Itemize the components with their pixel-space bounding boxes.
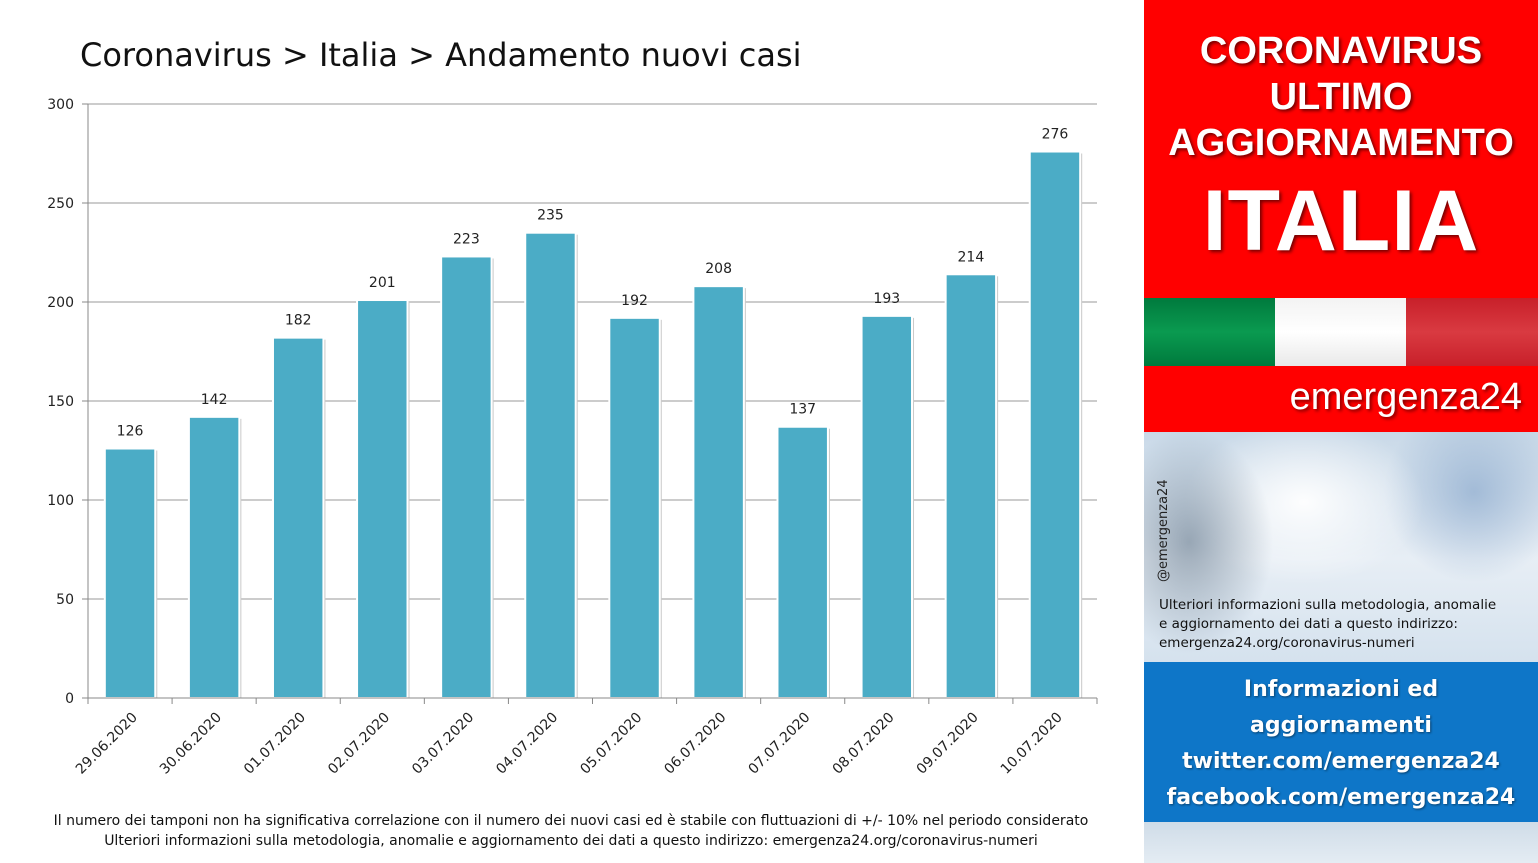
header-line-italia: ITALIA <box>1144 172 1538 271</box>
flag-green-stripe <box>1144 298 1275 366</box>
bar-03.07.2020 <box>441 256 491 698</box>
bar-06.07.2020 <box>693 286 743 698</box>
y-tick-label: 200 <box>47 295 74 311</box>
data-label: 182 <box>285 313 312 329</box>
header-line-aggiornamento: AGGIORNAMENTO <box>1144 122 1538 165</box>
data-label: 223 <box>453 231 480 247</box>
data-label: 214 <box>958 249 985 265</box>
data-label: 192 <box>621 293 648 309</box>
twitter-link[interactable]: twitter.com/emergenza24 <box>1144 744 1538 780</box>
x-tick-label: 08.07.2020 <box>830 710 898 778</box>
bar-04.07.2020 <box>525 233 575 698</box>
info-panel: @emergenza24 Ulteriori informazioni sull… <box>1144 432 1538 662</box>
x-tick-label: 06.07.2020 <box>661 710 729 778</box>
flag-red-stripe <box>1406 298 1538 366</box>
x-tick-label: 09.07.2020 <box>914 710 982 778</box>
social-promo-box: Informazioni ed aggiornamenti twitter.co… <box>1144 662 1538 822</box>
y-tick-label: 150 <box>47 394 74 410</box>
x-tick-label: 29.06.2020 <box>73 710 141 778</box>
y-tick-label: 50 <box>56 592 74 608</box>
flag-white-stripe <box>1275 298 1406 366</box>
bar-02.07.2020 <box>357 300 407 698</box>
bar-09.07.2020 <box>946 274 996 698</box>
x-tick-label: 07.07.2020 <box>746 710 814 778</box>
footnote-line-2: Ulteriori informazioni sulla metodologia… <box>40 831 1102 851</box>
x-tick-label: 05.07.2020 <box>577 710 645 778</box>
data-label: 126 <box>117 424 144 440</box>
bar-10.07.2020 <box>1030 152 1080 698</box>
sidebar: CORONAVIRUS ULTIMO AGGIORNAMENTO ITALIA … <box>1144 0 1538 863</box>
info-line-2: e aggiornamento dei dati a questo indiri… <box>1159 615 1529 634</box>
bottom-strip <box>1144 822 1538 863</box>
info-text: Ulteriori informazioni sulla metodologia… <box>1159 596 1529 653</box>
italian-flag-icon <box>1144 298 1538 366</box>
info-line-3: emergenza24.org/coronavirus-numeri <box>1159 634 1529 653</box>
chart-area: Coronavirus > Italia > Andamento nuovi c… <box>0 0 1142 863</box>
update-header: CORONAVIRUS ULTIMO AGGIORNAMENTO ITALIA <box>1144 0 1538 298</box>
y-tick-label: 100 <box>47 493 74 509</box>
header-line-ultimo: ULTIMO <box>1144 76 1538 119</box>
data-label: 142 <box>201 392 228 408</box>
x-tick-label: 03.07.2020 <box>409 710 477 778</box>
footnote-line-1: Il numero dei tamponi non ha significati… <box>40 811 1102 831</box>
bar-30.06.2020 <box>189 417 239 698</box>
data-label: 276 <box>1042 127 1069 143</box>
y-tick-label: 250 <box>47 196 74 212</box>
bar-chart: 126 142 182 201 223 235 192 208 137 193 214 276 0 50… <box>0 0 1142 800</box>
facebook-link[interactable]: facebook.com/emergenza24 <box>1144 780 1538 816</box>
y-tick-label: 0 <box>65 691 74 707</box>
chart-footnote: Il numero dei tamponi non ha significati… <box>40 811 1102 851</box>
data-label: 208 <box>705 261 732 277</box>
x-tick-label: 02.07.2020 <box>325 710 393 778</box>
header-line-coronavirus: CORONAVIRUS <box>1144 30 1538 73</box>
data-label: 137 <box>789 402 816 418</box>
x-tick-label: 01.07.2020 <box>241 710 309 778</box>
brand-name: emergenza24 <box>1290 376 1522 419</box>
x-tick-label: 10.07.2020 <box>998 710 1066 778</box>
bar-01.07.2020 <box>273 338 323 698</box>
promo-line-2: aggiornamenti <box>1144 708 1538 744</box>
bar-07.07.2020 <box>777 427 827 698</box>
bar-05.07.2020 <box>609 318 659 698</box>
data-label: 201 <box>369 275 396 291</box>
bar-29.06.2020 <box>105 449 155 698</box>
twitter-handle: @emergenza24 <box>1156 479 1171 582</box>
x-tick-label: 04.07.2020 <box>493 710 561 778</box>
info-line-1: Ulteriori informazioni sulla metodologia… <box>1159 596 1529 615</box>
brand-bar: emergenza24 <box>1144 366 1538 432</box>
y-tick-label: 300 <box>47 97 74 113</box>
data-label: 235 <box>537 208 564 224</box>
data-label: 193 <box>873 291 900 307</box>
bar-08.07.2020 <box>862 316 912 698</box>
x-tick-label: 30.06.2020 <box>157 710 225 778</box>
promo-line-1: Informazioni ed <box>1144 672 1538 708</box>
